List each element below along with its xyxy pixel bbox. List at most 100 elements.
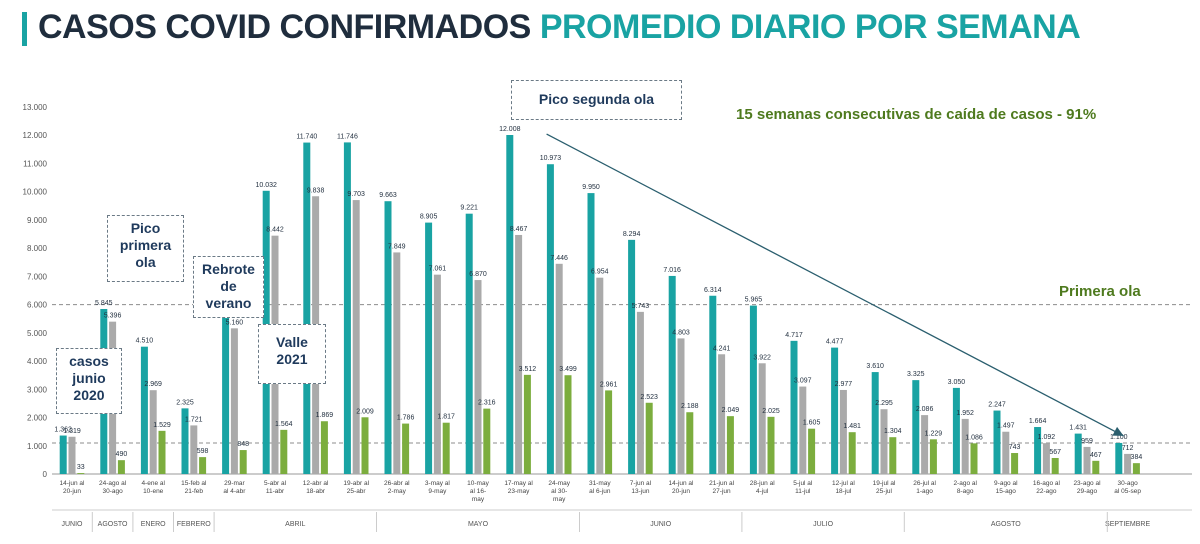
annotation-rebrote-de-verano: Rebrote de verano [193, 256, 264, 318]
month-label: JUNIO [62, 521, 84, 528]
x-tick-label: may [472, 496, 485, 503]
data-label: 10.973 [540, 155, 562, 162]
data-label: 1.497 [997, 423, 1015, 430]
x-tick-label: 28-jun al [750, 480, 775, 487]
bar-series-2 [839, 389, 847, 474]
data-label: 1.229 [925, 430, 943, 437]
bar-series-3 [483, 408, 491, 474]
bar-series-3 [645, 402, 653, 474]
data-label: 2.316 [478, 400, 496, 407]
data-label: 1.786 [397, 415, 415, 422]
data-label: 2.049 [722, 407, 740, 414]
data-label: 1.319 [63, 428, 81, 435]
data-label: 2.961 [600, 381, 618, 388]
bar-series-1 [628, 239, 636, 474]
data-label: 9.950 [582, 184, 600, 191]
bar-series-3 [158, 430, 166, 474]
annotation-line: Rebrote [202, 261, 255, 277]
data-label: 1.481 [843, 423, 861, 430]
bar-series-3 [117, 460, 125, 474]
month-label: MAYO [468, 521, 489, 528]
x-tick-label: 20-jun [672, 488, 690, 495]
chart-title: CASOS COVID CONFIRMADOS PROMEDIO DIARIO … [38, 8, 1081, 47]
bar-series-1 [1034, 427, 1042, 474]
data-label: 4.477 [826, 339, 844, 346]
title-part-1: CASOS COVID CONFIRMADOS [38, 8, 531, 46]
data-label: 959 [1081, 438, 1093, 445]
data-label: 1.362 [54, 427, 72, 434]
x-tick-label: 5-abr al [264, 480, 287, 487]
data-label: 8.294 [623, 231, 641, 238]
bar-series-1 [546, 164, 554, 475]
data-label: 2.977 [835, 381, 853, 388]
bar-series-2 [230, 328, 238, 474]
bar-series-3 [889, 437, 897, 474]
bar-series-2 [596, 277, 604, 474]
bar-series-1 [222, 304, 230, 474]
bar-series-1 [181, 408, 189, 474]
annotation-line: primera [119, 237, 172, 253]
y-tick-label: 13.000 [23, 103, 48, 112]
x-tick-label: 23-may [508, 488, 530, 495]
annotation-line: casos [69, 353, 109, 369]
bar-series-2 [1124, 453, 1132, 474]
bar-series-1 [59, 435, 67, 474]
bar-series-1 [709, 295, 717, 474]
x-tick-label: 21-jun al [709, 480, 734, 487]
x-tick-label: 1-ago [916, 488, 933, 495]
data-label: 4.803 [672, 329, 690, 336]
bar-series-2 [799, 386, 807, 474]
data-label: 9.703 [347, 191, 365, 198]
x-tick-label: 31-may [589, 480, 611, 487]
bar-series-2 [474, 280, 482, 474]
data-label: 11.740 [296, 134, 317, 141]
month-label: SEPTIEMBRE [1105, 521, 1150, 528]
data-label: 2.086 [916, 406, 934, 413]
data-label: 1.605 [803, 420, 821, 427]
x-tick-label: 14-jun al [60, 480, 85, 487]
bar-series-3 [726, 416, 734, 474]
data-label: 743 [1009, 444, 1021, 451]
bar-series-3 [199, 457, 207, 474]
bar-series-2 [718, 354, 726, 474]
x-tick-label: 18-abr [306, 488, 326, 495]
bar-series-1 [1074, 433, 1082, 474]
data-label: 3.922 [753, 354, 771, 361]
data-label: 6.954 [591, 269, 609, 276]
bar-series-2 [1042, 443, 1050, 474]
data-label: 3.097 [794, 378, 812, 385]
annotation-line: 2021 [276, 351, 308, 367]
bar-series-1 [952, 387, 960, 474]
y-tick-label: 10.000 [23, 188, 48, 197]
annotation-line: junio [72, 370, 106, 386]
data-label: 11.746 [337, 133, 358, 140]
data-label: 1.721 [185, 416, 203, 423]
data-label: 10.032 [255, 182, 277, 189]
data-label: 7.849 [388, 243, 406, 250]
x-tick-label: 27-jun [713, 488, 731, 495]
data-label: 5.160 [226, 319, 244, 326]
bar-series-1 [140, 346, 148, 474]
title-accent-bar [22, 12, 27, 46]
y-tick-label: 8.000 [27, 244, 48, 253]
bar-series-1 [668, 275, 676, 474]
title-part-2: PROMEDIO DIARIO POR SEMANA [539, 8, 1081, 46]
data-label: 1.869 [316, 412, 334, 419]
x-tick-label: 25-jul [876, 488, 892, 495]
x-tick-label: 3-may al [425, 480, 450, 487]
x-tick-label: 15-feb al [181, 480, 207, 487]
data-label: 5.845 [95, 300, 113, 307]
data-label: 1.564 [275, 421, 293, 428]
data-label: 4.241 [713, 345, 731, 352]
data-label: 7.446 [550, 255, 568, 262]
data-label: 1.086 [965, 434, 983, 441]
x-tick-label: 24-ago al [99, 480, 127, 487]
y-tick-label: 5.000 [27, 329, 48, 338]
data-label: 5.965 [745, 297, 763, 304]
month-label: JUNIO [650, 521, 672, 528]
month-label: ABRIL [285, 521, 305, 528]
y-tick-label: 0 [43, 470, 48, 479]
bar-series-3 [767, 416, 775, 474]
x-tick-label: 12-jul al [832, 480, 855, 487]
